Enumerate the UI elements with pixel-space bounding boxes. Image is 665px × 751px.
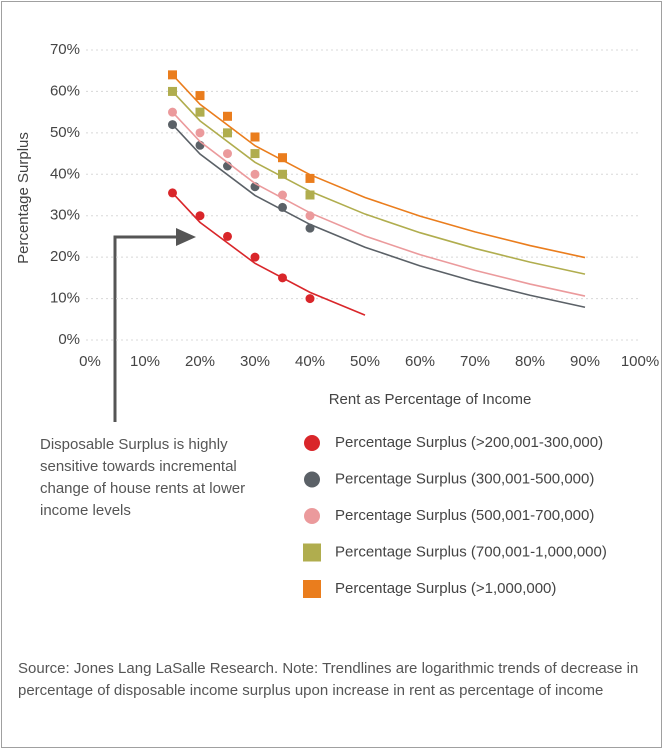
y-tick-label: 40%: [50, 165, 80, 182]
legend-label: Percentage Surplus (700,001-1,000,000): [335, 543, 607, 560]
point: [305, 294, 315, 304]
point: [223, 128, 232, 138]
y-tick-label: 30%: [50, 207, 80, 224]
point: [305, 211, 315, 221]
point: [250, 169, 260, 179]
point: [168, 107, 177, 117]
y-tick-label: 20%: [50, 248, 80, 265]
x-tick-label: 100%: [621, 353, 659, 370]
point: [168, 70, 177, 80]
point: [250, 132, 260, 142]
legend-label: Percentage Surplus (>200,001-300,000): [335, 434, 603, 451]
legend-label: Percentage Surplus (500,001-700,000): [335, 507, 594, 524]
y-tick-label: 10%: [50, 290, 80, 307]
point: [278, 202, 287, 212]
legend-marker: [304, 508, 320, 524]
x-tick-label: 30%: [240, 353, 270, 370]
x-tick-label: 20%: [185, 353, 215, 370]
legend-marker: [304, 471, 320, 488]
annotation: Disposable Surplus is highly sensitive t…: [40, 436, 246, 519]
point: [223, 231, 232, 241]
point: [278, 190, 287, 200]
point: [278, 153, 287, 163]
point: [223, 111, 232, 121]
point: [195, 107, 205, 117]
x-tick-label: 10%: [130, 353, 160, 370]
x-tick-label: 60%: [405, 353, 435, 370]
point: [305, 223, 315, 233]
point: [305, 173, 315, 183]
legend-label: Percentage Surplus (300,001-500,000): [335, 470, 594, 487]
point: [168, 120, 177, 130]
point: [195, 91, 205, 101]
point: [305, 190, 315, 200]
y-tick-label: 60%: [50, 82, 80, 99]
x-tick-label: 0%: [79, 353, 101, 370]
annotation-arrow: [113, 235, 178, 422]
x-tick-label: 40%: [295, 353, 325, 370]
legend-marker: [303, 580, 321, 598]
x-tick-label: 80%: [515, 353, 545, 370]
point: [168, 86, 177, 96]
y-tick-label: 0%: [58, 331, 80, 348]
point: [168, 188, 177, 198]
y-tick-label: 70%: [50, 41, 80, 58]
trendline: [171, 124, 586, 309]
x-tick-label: 90%: [570, 353, 600, 370]
point: [195, 211, 205, 221]
trendline: [171, 192, 366, 316]
trendline: [171, 90, 586, 275]
point: [278, 273, 287, 283]
trendline: [171, 111, 586, 297]
y-axis-label: Percentage Surplus: [15, 132, 32, 264]
arrow-head: [176, 228, 196, 246]
y-tick-label: 50%: [50, 124, 80, 141]
legend-marker: [304, 435, 320, 451]
legend-label: Percentage Surplus (>1,000,000): [335, 580, 556, 597]
point: [250, 252, 260, 262]
x-tick-label: 70%: [460, 353, 490, 370]
source-note: Source: Jones Lang LaSalle Research. Not…: [18, 660, 639, 699]
legend-marker: [303, 543, 321, 562]
x-tick-label: 50%: [350, 353, 380, 370]
trendline: [171, 74, 586, 259]
point: [195, 128, 205, 138]
x-axis-label: Rent as Percentage of Income: [329, 391, 532, 408]
point: [223, 149, 232, 159]
point: [278, 169, 287, 179]
point: [250, 149, 260, 159]
